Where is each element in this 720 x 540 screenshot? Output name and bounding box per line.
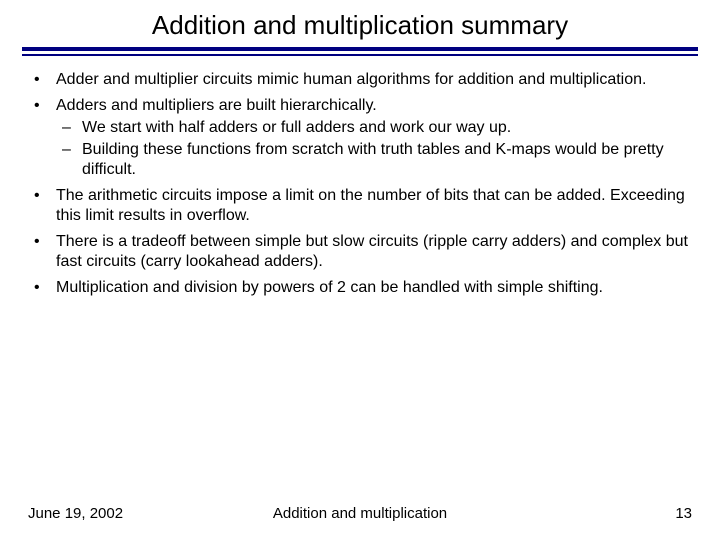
footer-page-number: 13 [675, 505, 692, 522]
list-item: We start with half adders or full adders… [56, 118, 690, 138]
slide-body: Adder and multiplier circuits mimic huma… [0, 56, 720, 298]
list-item: There is a tradeoff between simple but s… [30, 232, 690, 272]
list-item: Adders and multipliers are built hierarc… [30, 96, 690, 180]
list-item: Building these functions from scratch wi… [56, 140, 690, 180]
footer-date: June 19, 2002 [28, 505, 123, 522]
title-rule-thick [22, 47, 698, 51]
bullet-text: Building these functions from scratch wi… [82, 141, 664, 178]
bullet-text: Adder and multiplier circuits mimic huma… [56, 71, 646, 88]
slide-footer: June 19, 2002 Addition and multiplicatio… [0, 505, 720, 522]
bullet-list: Adder and multiplier circuits mimic huma… [30, 70, 690, 298]
list-item: The arithmetic circuits impose a limit o… [30, 186, 690, 226]
list-item: Multiplication and division by powers of… [30, 278, 690, 298]
sub-bullet-list: We start with half adders or full adders… [56, 118, 690, 180]
slide: Addition and multiplication summary Adde… [0, 0, 720, 540]
bullet-text: Multiplication and division by powers of… [56, 279, 603, 296]
bullet-text: The arithmetic circuits impose a limit o… [56, 187, 685, 224]
bullet-text: Adders and multipliers are built hierarc… [56, 97, 377, 114]
slide-title: Addition and multiplication summary [0, 0, 720, 47]
list-item: Adder and multiplier circuits mimic huma… [30, 70, 690, 90]
bullet-text: There is a tradeoff between simple but s… [56, 233, 688, 270]
bullet-text: We start with half adders or full adders… [82, 119, 511, 136]
